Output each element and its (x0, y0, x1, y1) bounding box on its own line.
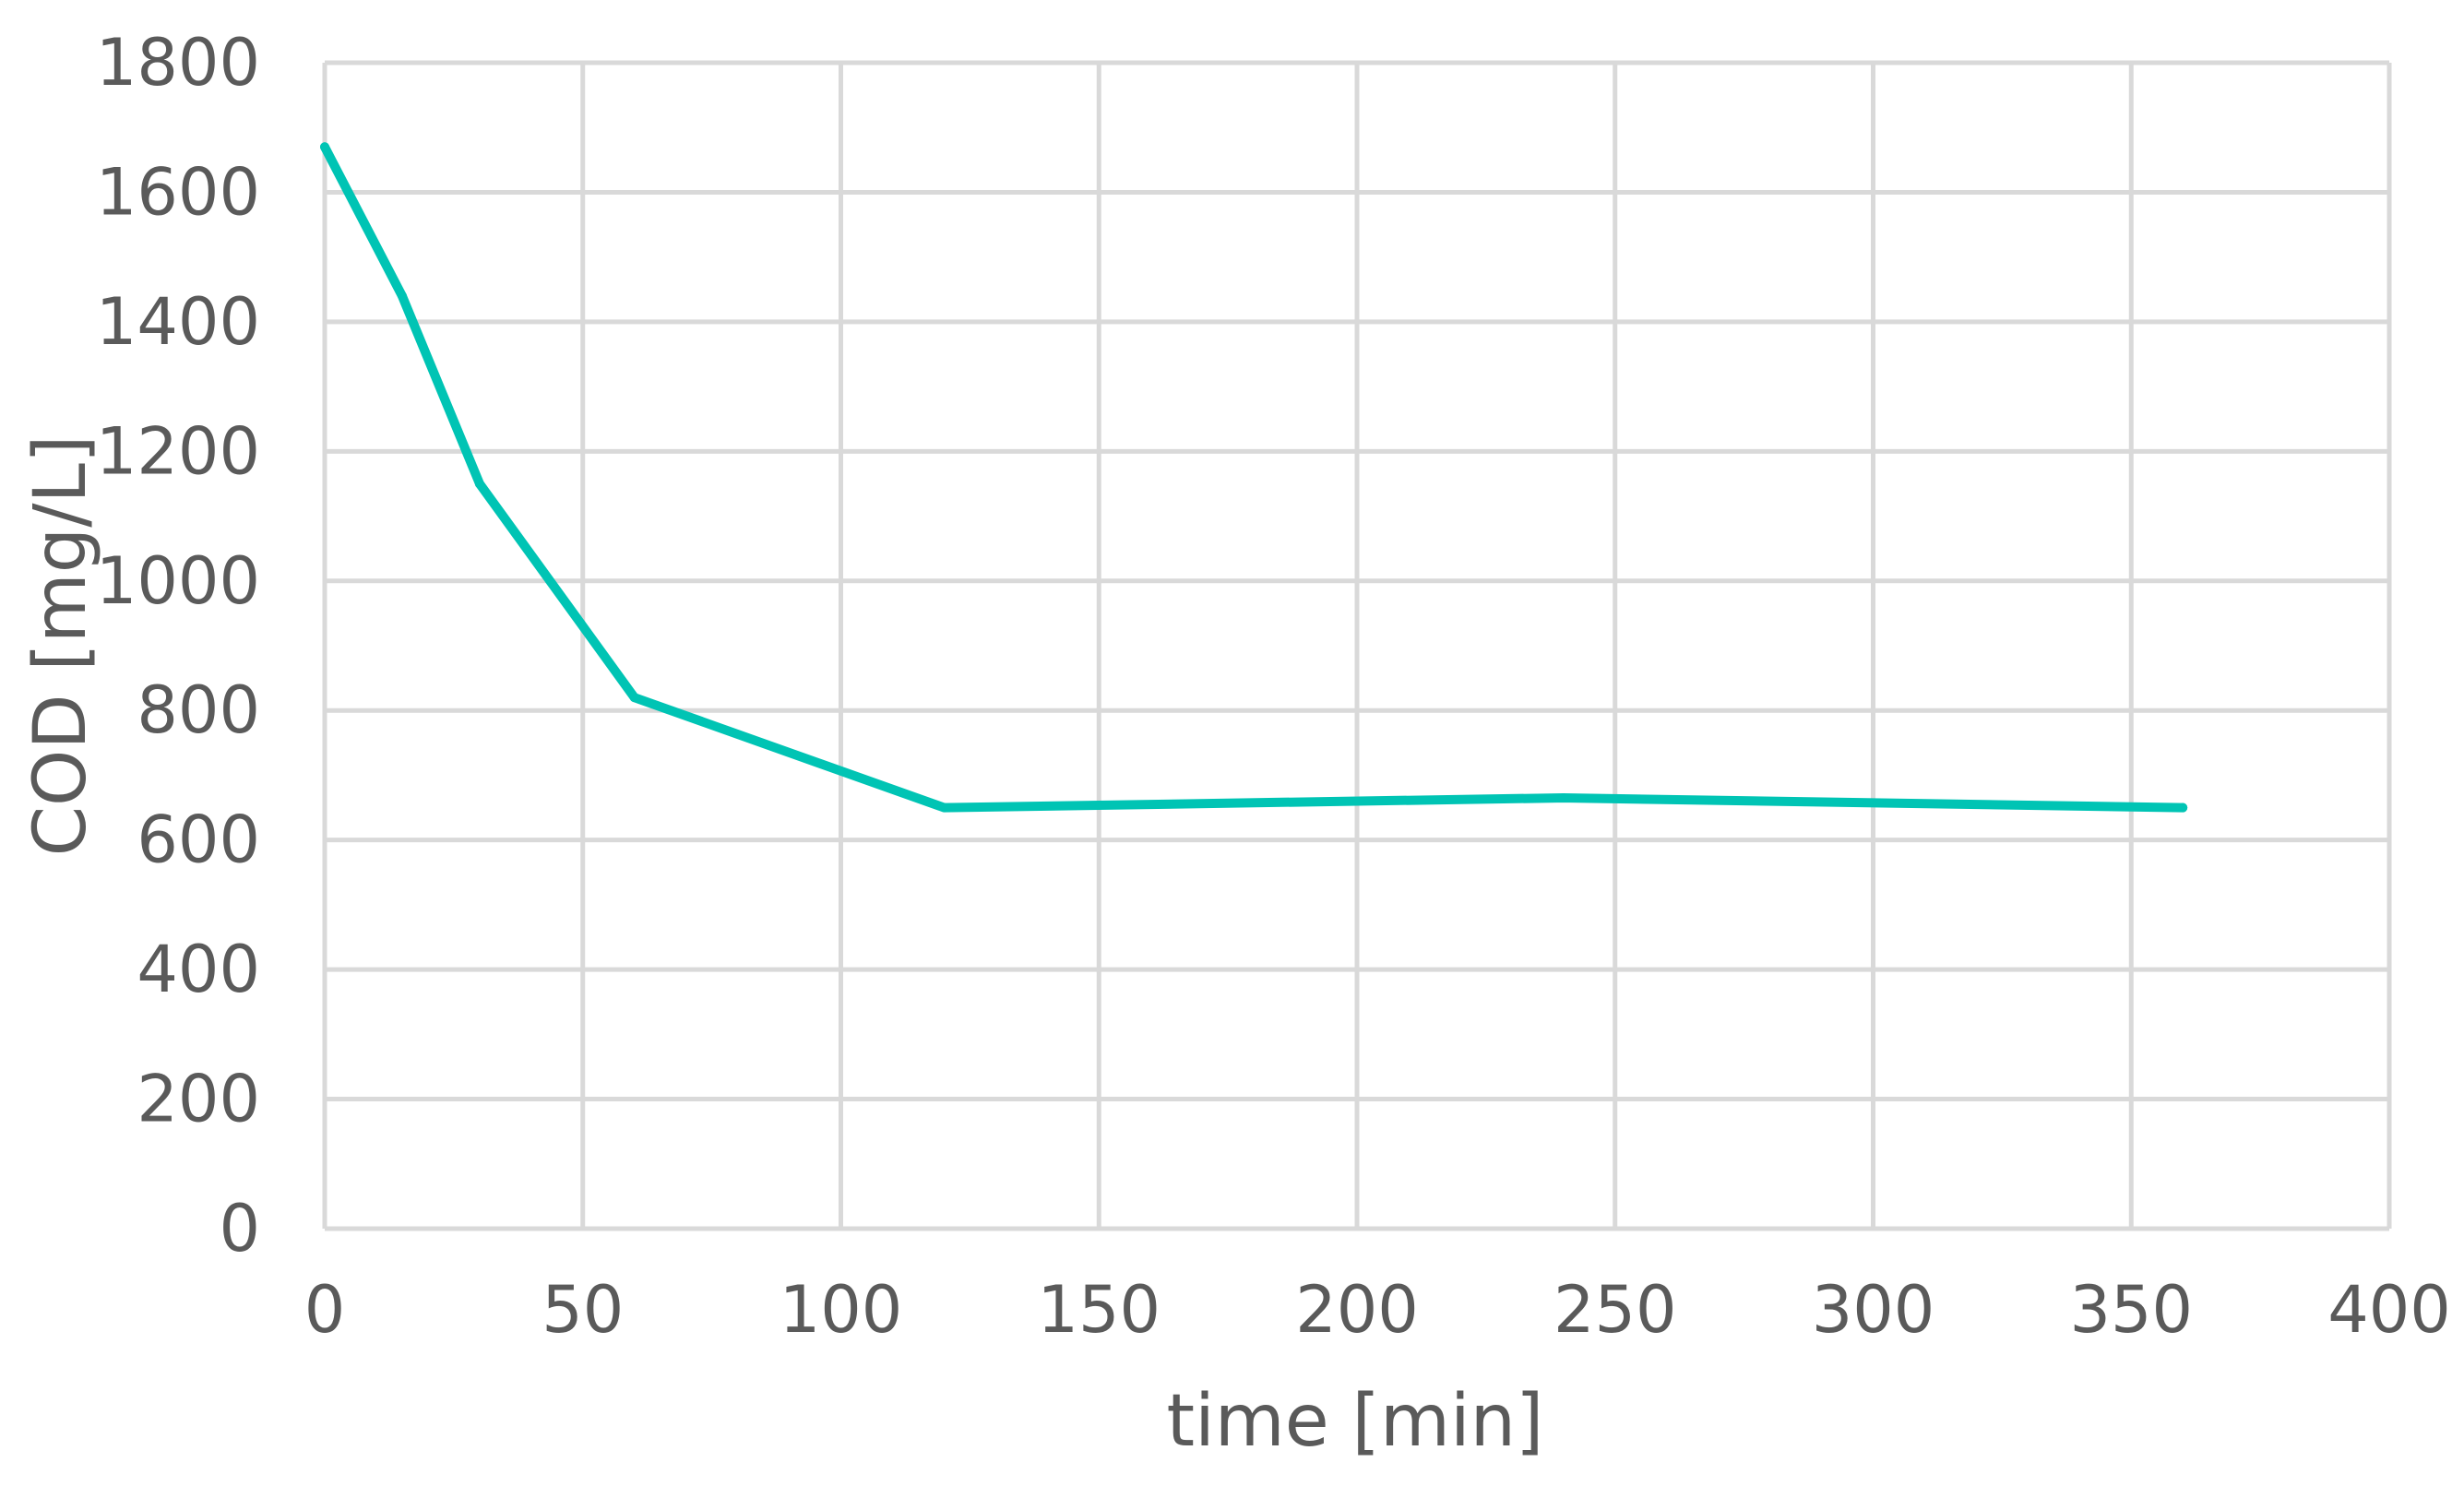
data-point (320, 142, 329, 152)
grid (322, 60, 2392, 1231)
data-point (2178, 802, 2188, 813)
data-point (939, 802, 949, 813)
y-tick-label: 600 (137, 802, 260, 878)
x-tick-label: 150 (1037, 1272, 1161, 1348)
y-axis-title: COD [mg/L] (19, 435, 102, 857)
data-point (397, 291, 407, 301)
x-tick-label: 400 (2327, 1272, 2451, 1348)
y-tick-label: 0 (219, 1191, 260, 1266)
x-tick-label: 300 (1812, 1272, 1935, 1348)
y-tick-label: 1600 (96, 154, 260, 230)
y-tick-label: 1200 (96, 413, 260, 489)
x-tick-label: 50 (542, 1272, 624, 1348)
y-tick-label: 400 (137, 932, 260, 1007)
x-tick-label: 200 (1295, 1272, 1419, 1348)
x-axis-ticks: 0 50 100 150 200 250 300 350 400 (304, 1272, 2451, 1348)
y-tick-label: 1800 (96, 25, 260, 101)
y-tick-label: 1000 (96, 543, 260, 619)
data-point (474, 479, 484, 489)
data-point (629, 693, 639, 703)
y-tick-label: 1400 (96, 284, 260, 360)
y-tick-label: 800 (137, 672, 260, 748)
x-tick-label: 0 (304, 1272, 346, 1348)
x-tick-label: 350 (2069, 1272, 2193, 1348)
y-axis-ticks: 0 200 400 600 800 1000 1200 1400 1600 1800 (96, 25, 260, 1266)
series-layer (320, 142, 2188, 813)
x-tick-label: 100 (780, 1272, 903, 1348)
y-tick-label: 200 (137, 1062, 260, 1137)
data-point (1558, 793, 1568, 803)
x-axis-title: time [min] (1167, 1380, 1544, 1463)
x-tick-label: 250 (1553, 1272, 1677, 1348)
